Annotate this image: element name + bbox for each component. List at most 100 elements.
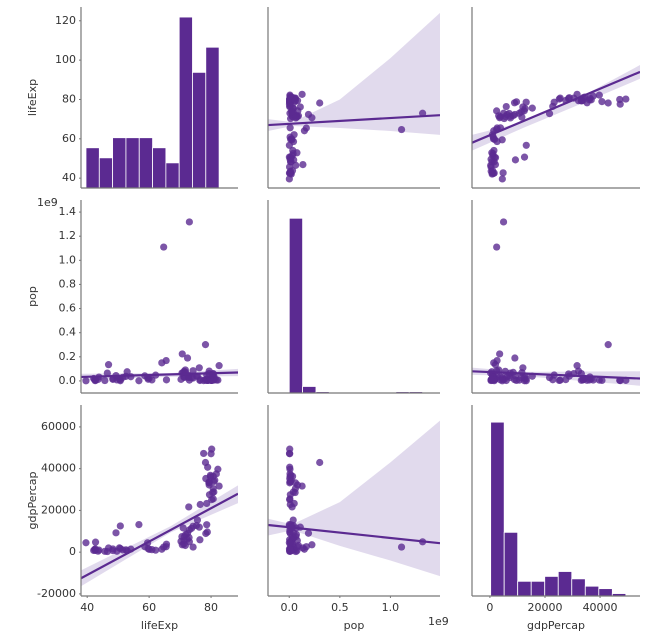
y-axis-label: gdpPercap	[26, 471, 39, 529]
scatter-point	[189, 367, 197, 375]
scatter-point	[286, 463, 294, 471]
scatter-point	[496, 350, 504, 358]
scatter-point	[308, 541, 316, 549]
x-tick-label: 1.0	[382, 601, 400, 614]
panel	[81, 218, 238, 385]
scatter-point	[510, 99, 519, 107]
hist-bar	[152, 147, 167, 188]
scatter-point	[207, 450, 215, 458]
x-tick-label: 40	[80, 601, 94, 614]
panel	[472, 65, 640, 183]
scatter-point	[208, 495, 216, 504]
scatter-point	[499, 169, 507, 177]
scatter-point	[316, 458, 324, 467]
scatter-point	[185, 503, 193, 511]
y-tick-label: 40000	[41, 462, 76, 475]
scatter-point	[94, 547, 102, 555]
scatter-point	[135, 520, 143, 529]
regression-line	[81, 492, 238, 580]
scatter-point	[185, 218, 193, 226]
scatter-point	[182, 530, 190, 539]
scatter-point	[285, 175, 293, 183]
scatter-point	[598, 376, 606, 385]
x-tick-label: 20000	[527, 601, 562, 614]
scatter-point	[162, 356, 170, 365]
scatter-point	[302, 124, 310, 132]
scatter-point	[201, 458, 210, 467]
regression-line	[472, 70, 640, 144]
scatter-point	[200, 449, 208, 458]
x-tick-label: 0	[486, 601, 493, 614]
scatter-point	[522, 141, 530, 149]
scatter-point	[294, 543, 302, 551]
scatter-point	[604, 99, 612, 107]
scatter-point	[622, 95, 630, 103]
y-tick-label: 1.4	[59, 205, 77, 218]
scatter-point	[316, 99, 324, 107]
y-offset-label: 1e9	[37, 196, 58, 209]
scatter-point	[179, 524, 187, 532]
y-tick-label: 20000	[41, 503, 76, 516]
hist-bar	[503, 531, 519, 596]
scatter-point	[298, 90, 306, 98]
x-tick-label: 80	[204, 601, 218, 614]
scatter-point	[178, 350, 186, 358]
scatter-point	[135, 377, 143, 385]
scatter-point	[103, 369, 111, 377]
panel	[268, 420, 440, 577]
scatter-point	[196, 536, 204, 544]
scatter-point	[487, 375, 495, 384]
scatter-point	[298, 482, 306, 490]
scatter-point	[286, 547, 295, 555]
scatter-point	[286, 124, 294, 132]
hist-bar	[165, 162, 180, 188]
scatter-point	[203, 521, 211, 529]
scatter-point	[502, 102, 510, 111]
scatter-point	[290, 131, 298, 139]
hist-bar	[205, 46, 220, 188]
scatter-point	[288, 503, 296, 511]
scatter-point	[212, 470, 220, 478]
scatter-point	[565, 94, 573, 102]
scatter-point	[215, 362, 223, 370]
scatter-point	[511, 354, 519, 362]
hist-bar	[598, 588, 613, 596]
scatter-point	[498, 175, 506, 183]
scatter-point	[616, 95, 624, 104]
scatter-point	[589, 92, 597, 100]
y-tick-label: 40	[62, 171, 76, 184]
y-tick-label: 120	[55, 14, 76, 27]
hist-bar	[557, 571, 573, 596]
regression-line	[472, 370, 640, 380]
scatter-point	[82, 539, 90, 547]
scatter-point	[517, 374, 525, 382]
scatter-point	[152, 546, 160, 554]
scatter-point	[215, 482, 223, 490]
hist-bar	[315, 391, 330, 393]
confidence-band	[268, 420, 440, 577]
scatter-point	[112, 529, 120, 537]
hist-bar	[302, 386, 317, 393]
scatter-point	[291, 479, 300, 487]
hist-bar	[125, 137, 140, 188]
y-tick-label: 60000	[41, 420, 76, 433]
hist-bar	[490, 421, 505, 596]
scatter-point	[493, 137, 501, 146]
scatter-point	[519, 364, 527, 372]
scatter-point	[187, 524, 196, 532]
scatter-point	[573, 90, 581, 98]
scatter-point	[119, 546, 127, 554]
hist-bar	[138, 137, 153, 188]
scatter-point	[212, 376, 220, 384]
y-tick-label: 0	[69, 545, 76, 558]
scatter-point	[604, 341, 612, 349]
y-axis-label: pop	[26, 286, 39, 307]
scatter-point	[187, 374, 196, 382]
scatter-point	[91, 538, 100, 546]
scatter-point	[491, 160, 500, 169]
scatter-point	[82, 377, 90, 385]
x-axis-label: pop	[344, 619, 365, 632]
scatter-point	[195, 364, 203, 372]
scatter-point	[196, 500, 204, 509]
scatter-point	[202, 529, 210, 538]
